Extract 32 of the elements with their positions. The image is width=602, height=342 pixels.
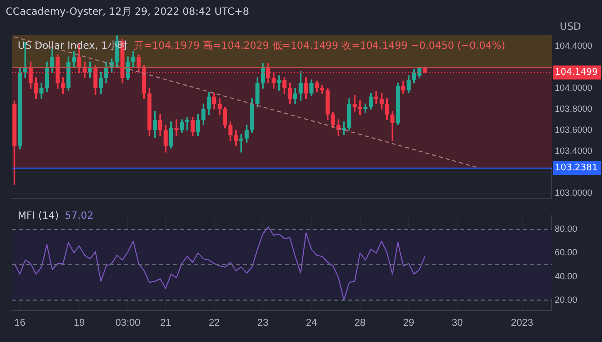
chart-subtitle: CCacademy-Oyster, 12月 29, 2022 08:42 UTC+8	[6, 6, 250, 19]
y-axis-title: USD	[560, 22, 582, 33]
y-tick-label: 80.00	[555, 224, 578, 234]
x-tick-label: 03:00	[116, 318, 142, 329]
x-tick-label: 19	[74, 318, 86, 329]
y-tick-label: 104.0000	[555, 82, 593, 93]
chart-title: MFI (14)	[18, 211, 60, 222]
candlestick	[185, 118, 190, 131]
candlestick	[320, 85, 325, 94]
y-tick-label: 103.6000	[555, 124, 593, 135]
x-tick-label: 28	[354, 318, 366, 329]
x-tick-label: 30	[452, 318, 464, 329]
y-tick-label: 103.8000	[555, 104, 593, 114]
annotation: 57.02	[65, 211, 94, 222]
x-tick-label: 21	[160, 318, 172, 329]
ref-line-label: 104.1499	[555, 68, 598, 78]
y-tick-label: 60.00	[555, 248, 578, 258]
annotation: 开=104.1979 高=104.2029 低=104.1499 收=104.1499 −0.0450 (−0.04%)	[134, 40, 506, 53]
y-tick-label: 103.0000	[555, 188, 593, 198]
y-tick-label: 40.00	[555, 271, 578, 282]
x-tick-label: 29	[403, 318, 415, 329]
x-tick-label: 2023	[511, 318, 534, 329]
y-tick-label: 20.00	[555, 294, 578, 305]
candlestick	[374, 91, 379, 105]
x-tick-label: 23	[258, 318, 270, 329]
x-tick-label: 16	[14, 318, 26, 329]
y-tick-label: 104.4000	[555, 41, 593, 52]
ref-line-label: 103.2381	[555, 164, 598, 174]
candlestick	[239, 134, 244, 153]
x-tick-label: 24	[306, 318, 318, 329]
x-tick-label: 22	[208, 318, 220, 329]
y-tick-label: 103.4000	[555, 146, 593, 156]
